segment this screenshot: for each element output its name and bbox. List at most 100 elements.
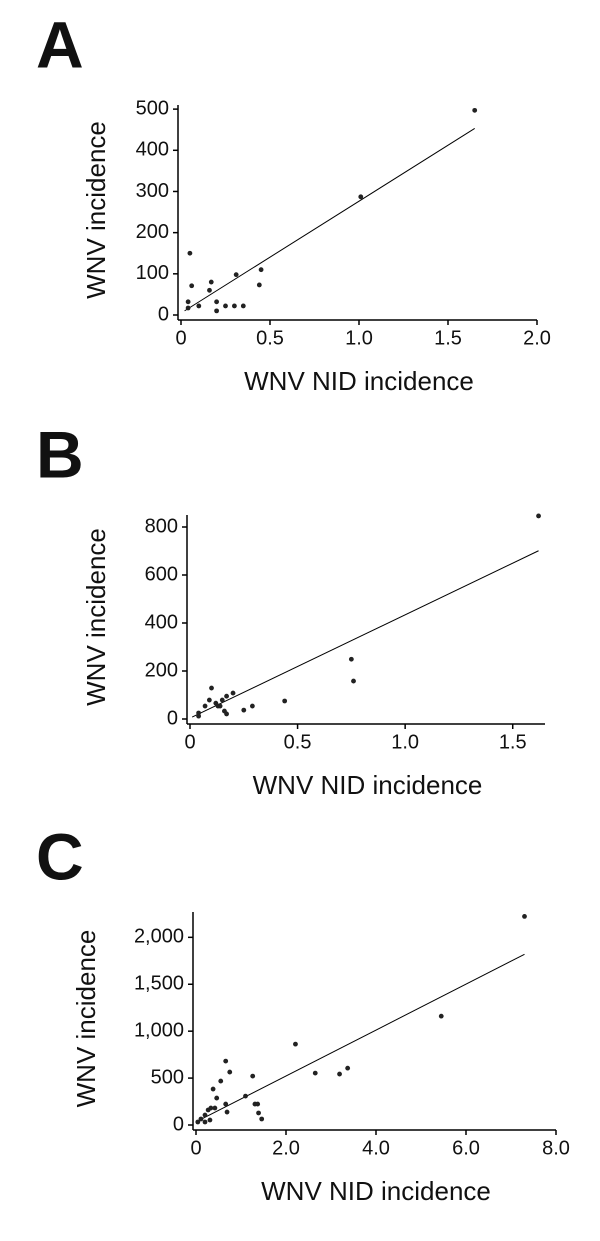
point: [259, 1116, 265, 1122]
point: [202, 703, 208, 709]
x-tick-label: 0: [190, 1137, 201, 1159]
point: [233, 272, 239, 278]
point: [249, 703, 255, 709]
point: [472, 107, 478, 113]
y-tick-label: 500: [151, 1066, 184, 1088]
point: [189, 283, 195, 289]
x-tick-label: 1.0: [391, 731, 419, 753]
y-tick-label: 400: [136, 139, 169, 161]
point: [256, 1110, 261, 1116]
point: [337, 1071, 342, 1077]
point: [241, 707, 247, 713]
point: [536, 513, 541, 519]
x-axis-title: WNV NID incidence: [261, 1176, 491, 1206]
point: [198, 1116, 204, 1122]
x-tick-label: 0.5: [256, 327, 284, 349]
point: [223, 1058, 229, 1064]
point: [345, 1065, 351, 1071]
point: [250, 1073, 256, 1079]
point: [208, 279, 214, 285]
y-tick-label: 1,000: [134, 1019, 184, 1041]
point: [438, 1013, 444, 1019]
x-tick-label: 8.0: [542, 1137, 570, 1159]
x-tick-label: 1.5: [499, 731, 527, 753]
panel-letter: C: [36, 819, 84, 893]
y-tick-label: 500: [136, 97, 169, 119]
point: [223, 303, 228, 309]
point: [212, 1105, 218, 1111]
point: [282, 698, 288, 704]
point: [187, 250, 193, 256]
point: [195, 1119, 201, 1125]
point: [223, 1101, 229, 1107]
trend-line: [184, 128, 475, 312]
point: [214, 1095, 220, 1101]
x-tick-label: 2.0: [523, 327, 551, 349]
point: [209, 685, 214, 691]
point: [255, 1101, 261, 1107]
point: [207, 1117, 213, 1123]
x-tick-label: 6.0: [452, 1137, 480, 1159]
point: [224, 711, 229, 717]
point: [232, 303, 237, 309]
point: [351, 678, 356, 684]
x-tick-label: 0.5: [284, 731, 312, 753]
trend-line: [197, 953, 525, 1122]
point: [243, 1093, 248, 1099]
x-tick-label: 2.0: [272, 1137, 300, 1159]
point: [522, 914, 527, 919]
y-tick-label: 2,000: [134, 926, 184, 948]
x-tick-label: 0: [184, 731, 195, 753]
point: [227, 1069, 233, 1075]
point: [196, 303, 202, 309]
y-tick-label: 300: [136, 180, 169, 202]
point: [224, 1109, 230, 1115]
point: [293, 1041, 298, 1047]
panel-letter: A: [36, 7, 84, 81]
point: [210, 1086, 216, 1092]
y-axis-title: WNV incidence: [81, 121, 111, 299]
point: [358, 194, 364, 200]
y-tick-label: 1,500: [134, 973, 184, 995]
point: [208, 1105, 214, 1111]
y-tick-label: 600: [145, 563, 178, 585]
y-tick-label: 400: [145, 611, 178, 633]
y-tick-label: 0: [158, 303, 169, 325]
point: [207, 287, 212, 293]
point: [240, 303, 246, 309]
point: [312, 1070, 318, 1076]
point: [218, 1078, 224, 1084]
point: [214, 308, 220, 314]
trend-line: [191, 550, 539, 718]
point: [256, 282, 262, 288]
y-tick-label: 0: [167, 707, 178, 729]
point: [196, 713, 202, 719]
point: [202, 1112, 208, 1118]
y-tick-label: 200: [136, 221, 169, 243]
y-tick-label: 0: [173, 1113, 184, 1135]
y-tick-label: 100: [136, 262, 169, 284]
x-tick-label: 1.0: [345, 327, 373, 349]
point: [348, 656, 354, 662]
y-tick-label: 200: [145, 659, 178, 681]
point: [206, 697, 212, 703]
point: [215, 703, 221, 709]
x-tick-label: 0: [175, 327, 186, 349]
y-axis-title: WNV incidence: [71, 930, 101, 1108]
point: [258, 267, 264, 273]
y-axis-title: WNV incidence: [81, 528, 111, 706]
panel-letter: B: [36, 417, 84, 491]
point: [202, 1119, 208, 1125]
x-tick-label: 4.0: [362, 1137, 390, 1159]
x-axis-title: WNV NID incidence: [253, 770, 483, 800]
point: [185, 305, 191, 311]
point: [219, 697, 225, 703]
point: [224, 693, 229, 699]
y-tick-label: 800: [145, 515, 178, 537]
x-tick-label: 1.5: [434, 327, 462, 349]
point: [185, 299, 191, 305]
x-axis-title: WNV NID incidence: [244, 366, 474, 396]
point: [214, 299, 220, 305]
point: [230, 690, 236, 696]
